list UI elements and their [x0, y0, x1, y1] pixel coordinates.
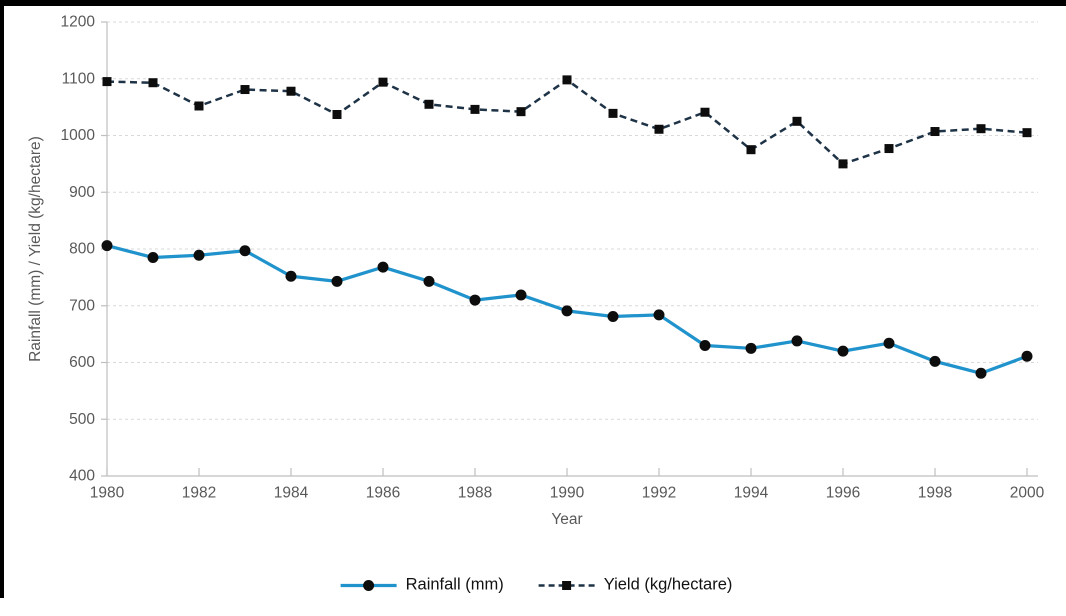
- yield-data-point-1983: [240, 85, 250, 95]
- y-tick-label-1000: 1000: [61, 127, 96, 144]
- legend-label-rainfall: Rainfall (mm): [405, 575, 504, 594]
- yield-data-point-1993: [700, 107, 710, 117]
- yield-data-point-1997: [884, 144, 894, 154]
- yield-data-point-1998: [930, 127, 940, 137]
- rainfall-data-point-1992: [653, 309, 665, 321]
- y-tick-label-900: 900: [69, 184, 95, 201]
- rainfall-data-point-1999: [975, 367, 987, 379]
- x-tick-label-1982: 1982: [182, 485, 216, 502]
- yield-data-point-1996: [838, 159, 848, 169]
- legend-label-yield: Yield (kg/hectare): [603, 575, 733, 594]
- yield-square-marker-icon: [562, 580, 572, 590]
- rainfall-data-point-1985: [331, 275, 343, 287]
- x-tick-label-1980: 1980: [90, 485, 125, 502]
- y-tick-label-400: 400: [69, 468, 95, 485]
- yield-data-point-1992: [654, 124, 664, 134]
- x-axis-title: Year: [551, 511, 583, 528]
- rainfall-data-point-1993: [699, 339, 711, 351]
- y-tick-label-500: 500: [69, 411, 95, 428]
- rainfall-data-point-2000: [1021, 350, 1033, 362]
- yield-data-point-1984: [286, 86, 296, 96]
- yield-data-point-1991: [608, 108, 618, 118]
- x-tick-label-1984: 1984: [274, 485, 309, 502]
- rainfall-data-point-1991: [607, 311, 619, 323]
- x-tick-label-1992: 1992: [642, 485, 676, 502]
- rainfall-data-point-1996: [837, 345, 849, 357]
- x-tick-label-2000: 2000: [1010, 485, 1045, 502]
- rainfall-data-point-1980: [101, 240, 113, 252]
- rainfall-circle-marker-icon: [363, 579, 375, 591]
- screenshot-left-border: [0, 0, 4, 598]
- legend-item-rainfall: Rainfall (mm): [340, 576, 504, 595]
- yield-data-point-1982: [194, 101, 204, 111]
- legend-item-yield: Yield (kg/hectare): [538, 575, 733, 595]
- x-tick-label-1988: 1988: [458, 485, 492, 502]
- yield-data-point-1989: [516, 107, 526, 117]
- x-tick-label-1990: 1990: [550, 485, 585, 502]
- rainfall-data-point-1997: [883, 337, 895, 349]
- yield-data-point-1986: [378, 77, 388, 87]
- y-tick-label-600: 600: [69, 354, 95, 371]
- rainfall-data-point-1995: [791, 335, 803, 347]
- yield-data-point-1985: [332, 110, 342, 120]
- yield-data-point-2000: [1022, 128, 1032, 138]
- yield-data-point-1999: [976, 124, 986, 134]
- yield-data-point-1994: [746, 145, 756, 155]
- y-tick-label-700: 700: [69, 297, 95, 314]
- yield-legend-line-sample: [538, 580, 595, 590]
- yield-data-point-1980: [102, 77, 112, 87]
- rainfall-data-point-1984: [285, 270, 297, 282]
- chart-legend: Rainfall (mm) Yield (kg/hectare): [340, 575, 733, 595]
- yield-data-point-1990: [562, 75, 572, 85]
- yield-data-point-1988: [470, 104, 480, 114]
- rainfall-data-point-1986: [377, 261, 389, 273]
- rainfall-data-point-1994: [745, 342, 757, 354]
- rainfall-data-point-1982: [193, 249, 205, 261]
- yield-data-point-1995: [792, 116, 802, 126]
- y-axis-title: Rainfall (mm) / Yield (kg/hectare): [27, 136, 44, 362]
- x-tick-label-1986: 1986: [366, 485, 400, 502]
- yield-data-point-1981: [148, 78, 158, 88]
- rainfall-data-point-1987: [423, 275, 435, 287]
- rainfall-data-point-1988: [469, 294, 481, 306]
- x-tick-label-1998: 1998: [918, 485, 952, 502]
- y-tick-label-1200: 1200: [61, 14, 96, 31]
- rainfall-data-point-1981: [147, 252, 159, 264]
- yield-data-point-1987: [424, 99, 434, 109]
- rainfall-data-point-1990: [561, 305, 573, 317]
- y-tick-label-1100: 1100: [62, 70, 96, 87]
- screenshot-top-border: [0, 0, 1066, 6]
- rainfall-legend-line-sample: [340, 579, 397, 591]
- rainfall-data-point-1989: [515, 289, 527, 301]
- x-tick-label-1994: 1994: [734, 485, 769, 502]
- rainfall-data-point-1983: [239, 245, 251, 257]
- x-tick-label-1996: 1996: [826, 485, 860, 502]
- rainfall-data-point-1998: [929, 355, 941, 367]
- y-tick-label-800: 800: [69, 241, 95, 258]
